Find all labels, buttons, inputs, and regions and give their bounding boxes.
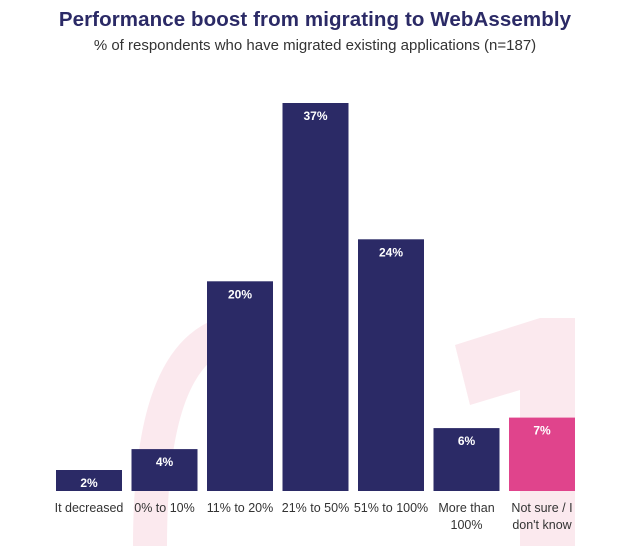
category-label-line: It decreased [55,501,124,515]
bar-value-label: 4% [156,455,174,469]
bar-value-label: 6% [458,434,476,448]
category-label-line: don't know [512,518,572,532]
bar-value-label: 24% [379,245,403,259]
bar-value-label: 7% [533,424,551,438]
bar-5 [358,239,424,491]
bar-value-label: 20% [228,287,252,301]
bar-2 [131,449,198,491]
bar-6 [433,428,500,491]
category-label: It decreased [55,501,124,515]
chart-title: Performance boost from migrating to WebA… [58,8,572,31]
chart-subtitle: % of respondents who have migrated exist… [93,37,537,54]
category-label-line: 0% to 10% [134,501,194,515]
category-label: 21% to 50% [282,501,349,515]
category-label: More than 100% [438,501,494,532]
bar-value-label: 37% [303,109,327,123]
category-labels-layer: It decreased 0% to 10% 11% to 20% 21% to 50… [55,501,573,532]
bar-value-label: 2% [80,476,98,490]
category-label: 51% to 100% [354,501,428,515]
bar-1 [56,470,122,491]
category-label-line: More than [438,501,494,515]
bar-4 [282,103,349,491]
bar-7 [509,417,575,491]
category-label-line: 51% to 100% [354,501,428,515]
category-label: Not sure / I don't know [511,501,572,532]
category-label: 0% to 10% [134,501,194,515]
bar-3 [207,281,273,491]
category-label-line: 100% [451,518,483,532]
category-label-line: Not sure / I [511,501,572,515]
category-label-line: 21% to 50% [282,501,349,515]
category-label: 11% to 20% [207,501,273,515]
category-label-line: 11% to 20% [207,501,273,515]
bars-layer: 2% 4% 20% 37% 24% 6% 7% [56,103,575,491]
